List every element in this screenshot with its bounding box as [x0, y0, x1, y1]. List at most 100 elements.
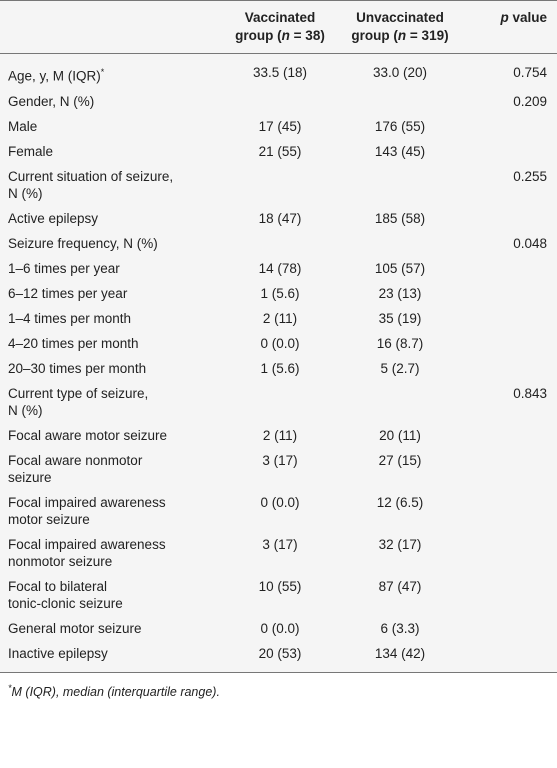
footnote-text: M (IQR), median (interquartile range). [11, 684, 220, 699]
cell: 0 (0.0) [220, 331, 340, 356]
cell-text: 0 (0.0) [260, 620, 300, 636]
cell-text: 0.255 [513, 168, 547, 184]
cell: 18 (47) [220, 206, 340, 231]
label-line: Female [8, 143, 54, 159]
cell: 0.209 [460, 89, 557, 114]
cell-text: 33.5 (18) [252, 65, 308, 80]
cell-text: 20 (11) [379, 427, 421, 443]
label-line: N (%) [8, 402, 43, 418]
cell: 1 (5.6) [220, 281, 340, 306]
cell: 6 (3.3) [340, 616, 460, 641]
cell-text: 185 (58) [374, 210, 426, 226]
cell: 87 (47) [340, 574, 460, 616]
cell-text: 134 (42) [374, 645, 426, 661]
header-row: Vaccinated group (n = 38) Unvaccinated grou… [0, 0, 557, 54]
footnote-marker: * [8, 682, 12, 693]
cell-text: 87 (47) [378, 578, 422, 594]
cell-text: 32 (17) [378, 536, 422, 552]
header-text: n [281, 28, 290, 43]
cell: 3 (17) [220, 448, 340, 490]
cell-text: 0 (0.0) [260, 494, 300, 510]
cell: 0 (0.0) [220, 490, 340, 532]
cell: 0.048 [460, 231, 557, 256]
table-row: Inactive epilepsy 20 (53) 134 (42) [0, 640, 557, 673]
cell: 0.754 [460, 54, 557, 89]
cell: 176 (55) [340, 114, 460, 139]
table-row: 20–30 times per month 1 (5.6) 5 (2.7) [0, 356, 557, 381]
table-row: Focal impaired awareness nonmotor seizure… [0, 532, 557, 574]
label-line: 20–30 times per month [8, 360, 147, 376]
cell: 12 (6.5) [340, 490, 460, 532]
row-label: Female [0, 139, 220, 164]
label-line: Inactive epilepsy [8, 645, 108, 661]
row-label: 6–12 times per year [0, 281, 220, 306]
cell: 20 (53) [220, 640, 340, 673]
cell [220, 381, 340, 423]
table-row: Active epilepsy 18 (47) 185 (58) [0, 206, 557, 231]
cell [460, 306, 557, 331]
row-label: Current situation of seizure, N (%) [0, 164, 220, 206]
cell-text: 10 (55) [258, 578, 302, 594]
label-line: Active epilepsy [8, 210, 99, 226]
cell-text: 16 (8.7) [376, 335, 424, 351]
cell: 35 (19) [340, 306, 460, 331]
label-line: 1–4 times per month [8, 310, 132, 326]
cell-text: 176 (55) [374, 118, 426, 134]
row-label: Gender, N (%) [0, 89, 220, 114]
table-row: Age, y, M (IQR)* 33.5 (18) 33.0 (20) 0.754 [0, 54, 557, 89]
cell [460, 114, 557, 139]
row-label: Inactive epilepsy [0, 640, 220, 673]
label-line: Focal to bilateral [8, 578, 108, 594]
label-line: Current type of seizure, [8, 385, 149, 401]
header-text: = 38) [289, 28, 325, 43]
cell-text: 17 (45) [258, 118, 302, 134]
table-panel: Vaccinated group (n = 38) Unvaccinated grou… [0, 0, 557, 673]
table-row: Focal to bilateral tonic-clonic seizure 10… [0, 574, 557, 616]
cell [340, 89, 460, 114]
label-line: Focal aware nonmotor [8, 452, 143, 468]
row-label: Focal impaired awareness nonmotor seizure [0, 532, 220, 574]
cell: 185 (58) [340, 206, 460, 231]
cell: 16 (8.7) [340, 331, 460, 356]
cell [460, 206, 557, 231]
header-text: Vaccinated [244, 10, 316, 25]
label-line: motor seizure [8, 511, 90, 527]
cell-text: 143 (45) [374, 143, 426, 159]
table-row: Current type of seizure, N (%) 0.843 [0, 381, 557, 423]
header-cell: p value [460, 0, 557, 54]
cell: 17 (45) [220, 114, 340, 139]
cell-text: 5 (2.7) [380, 360, 420, 376]
cell: 5 (2.7) [340, 356, 460, 381]
table-row: Focal aware motor seizure 2 (11) 20 (11) [0, 423, 557, 448]
cell-text: 105 (57) [374, 260, 426, 276]
row-label: Male [0, 114, 220, 139]
row-label: Age, y, M (IQR)* [0, 54, 220, 89]
row-label: Focal aware nonmotor seizure [0, 448, 220, 490]
label-line: General motor seizure [8, 620, 142, 636]
cell [460, 331, 557, 356]
cell: 1 (5.6) [220, 356, 340, 381]
row-label: Focal to bilateral tonic-clonic seizure [0, 574, 220, 616]
cell: 2 (11) [220, 306, 340, 331]
table: Vaccinated group (n = 38) Unvaccinated grou… [0, 0, 557, 673]
label-line: Focal aware motor seizure [8, 427, 168, 443]
cell-text: 27 (15) [378, 452, 422, 468]
cell-text: 12 (6.5) [376, 494, 424, 510]
cell [460, 640, 557, 673]
header-text: = 319) [406, 28, 449, 43]
row-label: Current type of seizure, N (%) [0, 381, 220, 423]
cell [460, 448, 557, 490]
header-cell [0, 0, 220, 54]
footnote-marker: * [100, 67, 105, 77]
cell [340, 164, 460, 206]
header-text: value [508, 10, 547, 25]
cell-text: 1 (5.6) [260, 285, 300, 301]
label-line: Male [8, 118, 38, 134]
table-row: Current situation of seizure, N (%) 0.255 [0, 164, 557, 206]
cell-text: 0.048 [513, 235, 547, 251]
table-row: 6–12 times per year 1 (5.6) 23 (13) [0, 281, 557, 306]
row-label: 4–20 times per month [0, 331, 220, 356]
table-row: 1–6 times per year 14 (78) 105 (57) [0, 256, 557, 281]
label-line: tonic-clonic seizure [8, 595, 123, 611]
